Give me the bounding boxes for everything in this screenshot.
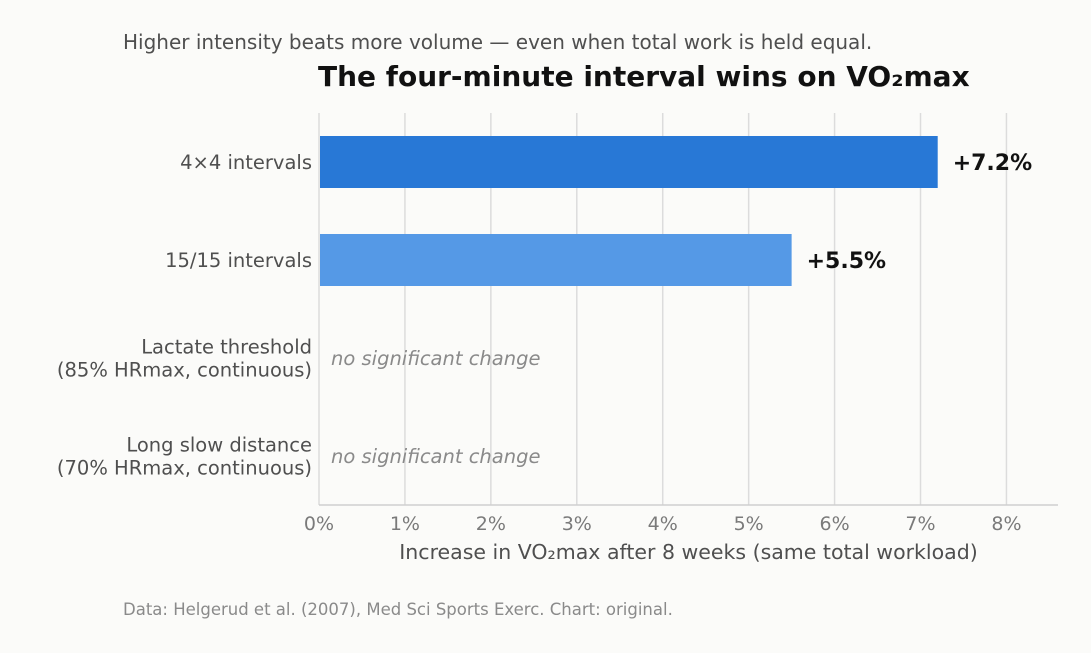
bars — [320, 136, 938, 286]
x-tick-label: 0% — [304, 513, 334, 535]
category-label: 15/15 intervals — [165, 249, 312, 272]
x-tick-label: 6% — [820, 513, 850, 535]
source-note: Data: Helgerud et al. (2007), Med Sci Sp… — [123, 600, 673, 619]
value-label: +7.2% — [953, 151, 1032, 176]
x-axis: 0% 1% 2% 3% 4% 5% 6% 7% 8% Increase in VO₂max aft… — [304, 504, 1058, 564]
labels: 4×4 intervals +7.2% 15/15 intervals +5.5% La… — [57, 151, 1032, 480]
x-tick-label: 3% — [562, 513, 592, 535]
no-change-label: no significant change — [331, 347, 540, 370]
chart-subtitle: Higher intensity beats more volume — eve… — [123, 30, 873, 54]
x-axis-title: Increase in VO₂max after 8 weeks (same t… — [399, 540, 977, 564]
category-label: Lactate threshold — [141, 336, 312, 359]
chart-title: The four-minute interval wins on VO₂max — [318, 60, 970, 93]
no-change-label: no significant change — [331, 445, 540, 468]
x-tick-label: 5% — [734, 513, 764, 535]
x-tick-label: 2% — [476, 513, 506, 535]
x-tick-label: 8% — [991, 513, 1021, 535]
value-label: +5.5% — [807, 249, 886, 274]
category-label: Long slow distance — [126, 434, 312, 457]
category-label: (70% HRmax, continuous) — [57, 457, 312, 480]
category-label: 4×4 intervals — [180, 151, 312, 174]
bar — [320, 234, 792, 286]
x-tick-label: 4% — [648, 513, 678, 535]
category-label: (85% HRmax, continuous) — [57, 359, 312, 382]
x-tick-label: 7% — [905, 513, 935, 535]
x-tick-label: 1% — [390, 513, 420, 535]
bar — [320, 136, 938, 188]
